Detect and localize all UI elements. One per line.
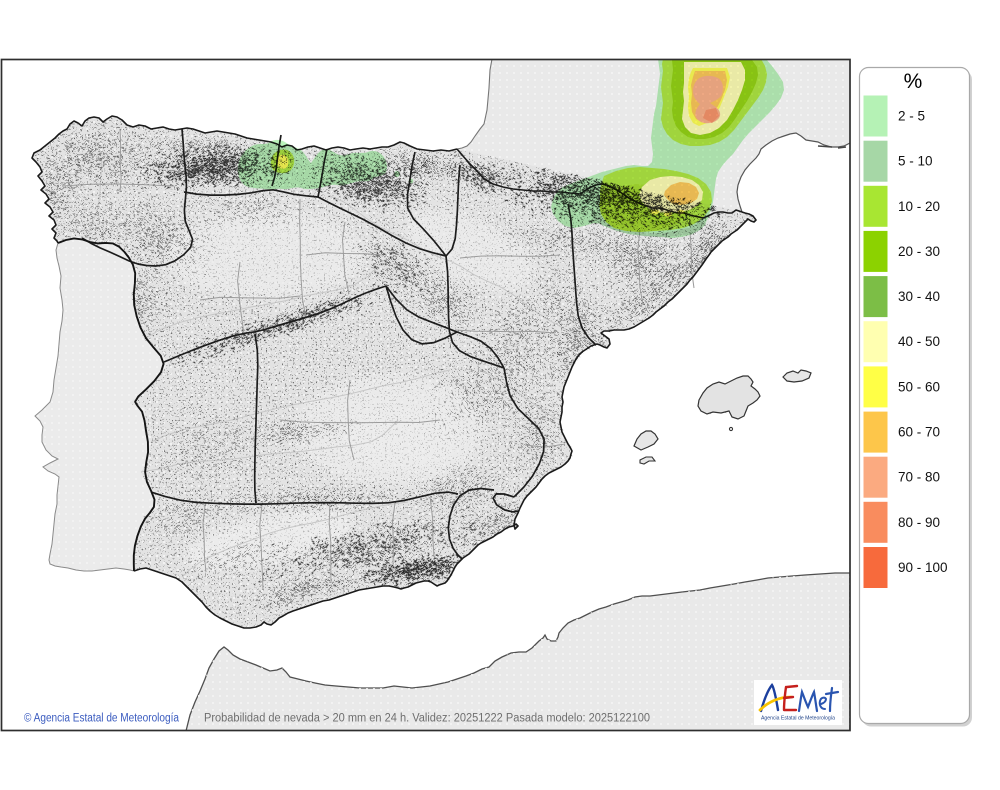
- svg-text:© Agencia Estatal de Meteorolo: © Agencia Estatal de Meteorología: [24, 713, 180, 725]
- svg-text:Probabilidad de nevada > 20 mm: Probabilidad de nevada > 20 mm en 24 h. …: [204, 713, 650, 725]
- svg-text:90 - 100: 90 - 100: [898, 560, 948, 575]
- svg-text:30 - 40: 30 - 40: [898, 289, 940, 304]
- svg-text:40 - 50: 40 - 50: [898, 334, 940, 349]
- svg-text:2 - 5: 2 - 5: [898, 109, 925, 124]
- svg-text:10 - 20: 10 - 20: [898, 199, 940, 214]
- svg-text:Agencia Estatal de Meteorologí: Agencia Estatal de Meteorología: [761, 716, 835, 722]
- svg-text:50 - 60: 50 - 60: [898, 379, 940, 394]
- svg-text:80 - 90: 80 - 90: [898, 515, 940, 530]
- svg-text:70 - 80: 70 - 80: [898, 470, 940, 485]
- svg-text:5 - 10: 5 - 10: [898, 154, 933, 169]
- svg-text:%: %: [904, 70, 923, 93]
- svg-text:20 - 30: 20 - 30: [898, 244, 940, 259]
- svg-text:60 - 70: 60 - 70: [898, 425, 940, 440]
